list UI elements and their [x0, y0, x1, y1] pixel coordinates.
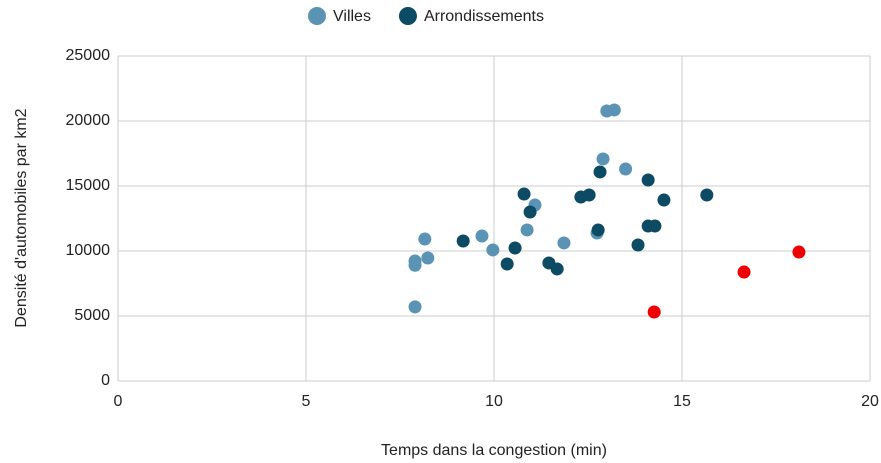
- legend-marker: [398, 7, 417, 25]
- legend-marker: [308, 7, 326, 25]
- point: [408, 258, 422, 272]
- y-tick-label: 15000: [66, 177, 111, 194]
- point: [737, 265, 751, 279]
- point: [647, 305, 661, 319]
- point: [408, 300, 422, 314]
- point: [418, 232, 432, 246]
- point: [557, 236, 571, 250]
- point: [596, 152, 610, 166]
- point: [648, 219, 662, 233]
- y-tick-label: 25000: [66, 47, 111, 64]
- point: [641, 173, 655, 187]
- y-tick-label: 20000: [66, 112, 111, 129]
- y-tick-label: 0: [101, 372, 110, 389]
- legend-label: Arrondissements: [424, 8, 544, 25]
- point: [500, 257, 514, 271]
- point: [631, 238, 645, 252]
- x-axis-label: Temps dans la congestion (min): [381, 442, 607, 459]
- point: [550, 262, 564, 276]
- x-tick-label: 0: [114, 393, 123, 410]
- point: [508, 241, 522, 255]
- point: [520, 223, 534, 237]
- point: [593, 165, 607, 179]
- point: [456, 234, 470, 248]
- legend-label: Villes: [333, 8, 371, 25]
- point: [792, 245, 806, 259]
- x-tick-label: 20: [861, 393, 879, 410]
- point: [582, 188, 596, 202]
- point: [591, 223, 605, 237]
- x-tick-label: 5: [302, 393, 311, 410]
- y-axis-label: Densité d'automobiles par km2: [13, 108, 30, 327]
- point: [486, 243, 500, 257]
- point: [421, 251, 435, 265]
- point: [523, 205, 537, 219]
- point: [619, 162, 633, 176]
- y-tick-label: 5000: [74, 307, 110, 324]
- point: [475, 229, 489, 243]
- x-tick-label: 10: [485, 393, 503, 410]
- x-tick-label: 15: [673, 393, 691, 410]
- y-tick-label: 10000: [66, 242, 111, 259]
- point: [607, 103, 621, 117]
- point: [700, 188, 714, 202]
- point: [517, 187, 531, 201]
- point: [657, 193, 671, 207]
